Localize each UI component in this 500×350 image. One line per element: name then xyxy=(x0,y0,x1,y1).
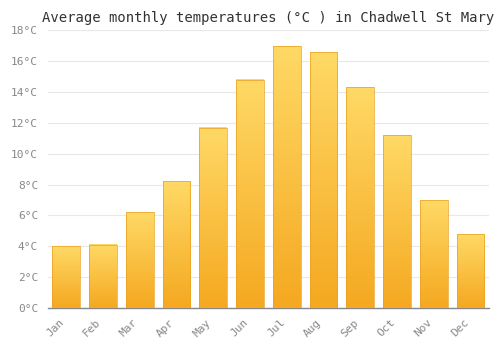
Bar xyxy=(420,200,448,308)
Bar xyxy=(200,127,227,308)
Bar xyxy=(383,135,411,308)
Bar xyxy=(346,88,374,308)
Bar xyxy=(236,80,264,308)
Bar xyxy=(310,52,338,308)
Title: Average monthly temperatures (°C ) in Chadwell St Mary: Average monthly temperatures (°C ) in Ch… xyxy=(42,11,494,25)
Bar xyxy=(52,246,80,308)
Bar xyxy=(126,212,154,308)
Bar xyxy=(162,181,190,308)
Bar xyxy=(456,234,484,308)
Bar xyxy=(89,245,117,308)
Bar xyxy=(273,46,300,308)
